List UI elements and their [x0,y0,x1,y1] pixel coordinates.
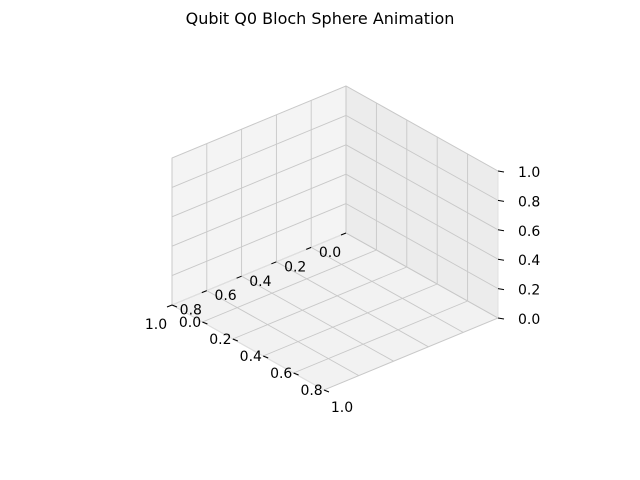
z-tick-label: 0.0 [518,312,540,328]
y-tick [263,355,269,359]
grid-line-z-right [345,144,499,231]
grid-line-z-right [345,232,499,319]
z-tick-label: 1.0 [518,165,540,181]
grid-line-x-floor [241,275,394,362]
x-tick [306,246,312,250]
x-tick [201,290,207,294]
grid-line-z-left [171,114,347,188]
y-tick [323,389,330,393]
y-tick [202,321,208,325]
y-tick-label: 0.0 [179,315,201,331]
x-tick-label: 1.0 [145,317,167,333]
grid-line-z-right [345,173,499,260]
grid-line-y-floor [232,266,407,340]
grid-line-y-floor [323,317,499,391]
grid-line-z-left [171,144,347,218]
x-tick-label: 0.2 [284,259,306,275]
x-tick-label: 0.4 [249,274,271,290]
z-tick [497,229,505,232]
x-tick [340,232,347,236]
x-tick-label: 0.8 [180,303,202,319]
grid-line-y-floor [293,300,468,374]
grid-line-x-floor [276,261,429,348]
z-tick-label: 0.4 [518,253,540,269]
z-tick [497,199,505,202]
x-tick-label: 0.0 [319,245,341,261]
y-tick [293,372,299,376]
y-tick [232,338,238,342]
y-tick-label: 0.6 [270,366,292,382]
grid-line-y-floor [263,283,438,357]
z-tick [497,170,505,173]
z-tick [497,288,505,291]
grid-line-x-floor [310,247,464,333]
grid-line-z-left [171,173,347,247]
z-tick-label: 0.6 [518,224,540,240]
y-tick-label: 0.4 [240,349,262,365]
z-tick [497,317,505,320]
axes-lines [171,171,499,391]
axes-ticks [166,170,505,393]
x-tick-label: 0.6 [214,288,236,304]
axes-tick-labels: 0.0 0.0 0.0 0.2 0.2 0.2 0.4 0.4 0.4 0.6 0.6 0.6 0.8 0… [145,165,540,416]
grid-line-y-floor [202,249,377,323]
x-axis-line [171,232,347,306]
grid-line-z-left [171,85,347,159]
z-tick-label: 0.2 [518,283,540,299]
grid-line-x-floor [206,290,360,376]
y-tick-label: 0.2 [209,332,231,348]
y-tick-label: 1.0 [331,400,353,416]
z-tick [497,258,505,261]
grid-line-z-right [345,115,499,201]
grid-line-z-left [171,203,347,277]
chart-title: Qubit Q0 Bloch Sphere Animation [186,9,455,28]
y-tick-label: 0.8 [300,383,322,399]
x-tick [271,261,277,265]
grid-line-z-right [345,85,499,172]
x-tick [236,275,242,279]
grid-line-z-right [345,203,499,289]
x-tick [166,304,173,308]
y-tick [171,304,178,308]
y-axis-line [171,304,325,391]
z-tick-label: 0.8 [518,194,540,210]
